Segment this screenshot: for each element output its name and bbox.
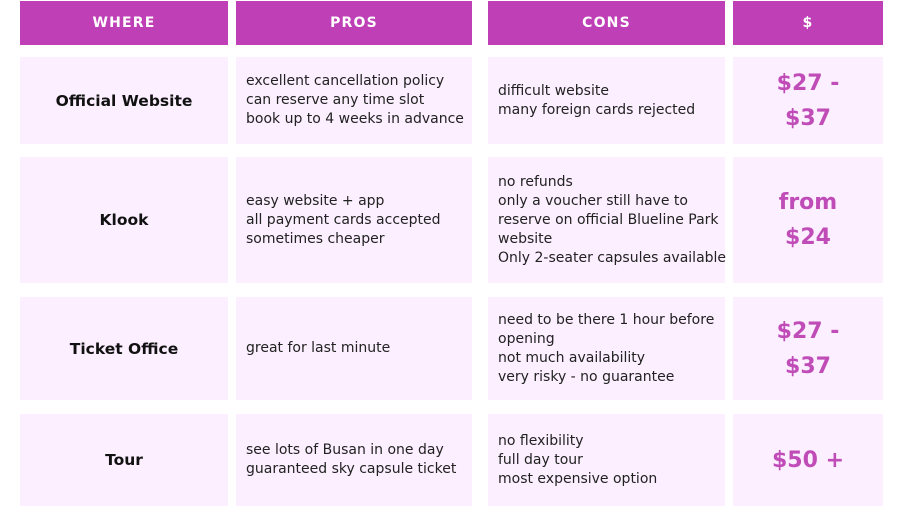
list-item: excellent cancellation policy <box>246 73 445 89</box>
list-item: Only 2-seater capsules available <box>498 249 727 266</box>
list-item: opening <box>498 330 555 347</box>
price-line: $27 - <box>776 70 840 96</box>
list-item: guaranteed sky capsule ticket <box>246 461 457 477</box>
price-line: $24 <box>785 225 831 250</box>
row-cons: no refunds only a voucher still have to … <box>488 157 727 283</box>
list-item: not much availability <box>498 349 646 366</box>
list-item: all payment cards accepted <box>246 211 441 228</box>
row-cons: need to be there 1 hour before opening n… <box>488 297 725 400</box>
list-item: easy website + app <box>246 192 385 209</box>
list-item: need to be there 1 hour before <box>498 311 715 328</box>
row-cons: difficult website many foreign cards rej… <box>488 57 725 144</box>
list-item: sometimes cheaper <box>246 230 385 247</box>
row-where: Official Website <box>20 57 228 144</box>
row-cons: no flexibility full day tour most expens… <box>488 414 725 506</box>
row-pros: easy website + app all payment cards acc… <box>236 157 472 283</box>
list-item: many foreign cards rejected <box>498 101 696 118</box>
header-price: $ <box>733 1 883 45</box>
row-where: Ticket Office <box>20 297 228 400</box>
list-item: see lots of Busan in one day <box>246 442 444 458</box>
list-item: book up to 4 weeks in advance <box>246 111 464 127</box>
list-item: most expensive option <box>498 470 658 487</box>
header-cons: CONS <box>488 1 725 45</box>
list-item: only a voucher still have to <box>498 192 688 209</box>
row-where: Klook <box>20 157 228 283</box>
row-where: Tour <box>20 414 228 506</box>
price-line: $27 - <box>776 318 840 344</box>
price-line: from <box>778 190 838 215</box>
row-pros: see lots of Busan in one day guaranteed … <box>236 414 472 506</box>
list-item: very risky - no guarantee <box>498 368 675 385</box>
list-item: difficult website <box>498 82 609 99</box>
row-price: $50 + <box>733 414 883 506</box>
list-item: can reserve any time slot <box>246 92 425 108</box>
list-item: great for last minute <box>246 340 391 356</box>
row-pros: great for last minute <box>236 297 472 400</box>
row-price: $27 - $37 <box>733 57 883 144</box>
price-line: $37 <box>785 353 831 379</box>
list-item: website <box>498 230 553 247</box>
list-item: full day tour <box>498 451 583 468</box>
price-line: $37 <box>785 105 831 131</box>
list-item: reserve on official Blueline Park <box>498 211 719 228</box>
list-item: no refunds <box>498 173 573 190</box>
price-line: $50 + <box>771 447 844 473</box>
header-pros: PROS <box>236 1 472 45</box>
row-price: from $24 <box>733 157 883 283</box>
row-pros: excellent cancellation policy can reserv… <box>236 57 472 144</box>
list-item: no flexibility <box>498 432 584 449</box>
header-where: WHERE <box>20 1 228 45</box>
row-price: $27 - $37 <box>733 297 883 400</box>
